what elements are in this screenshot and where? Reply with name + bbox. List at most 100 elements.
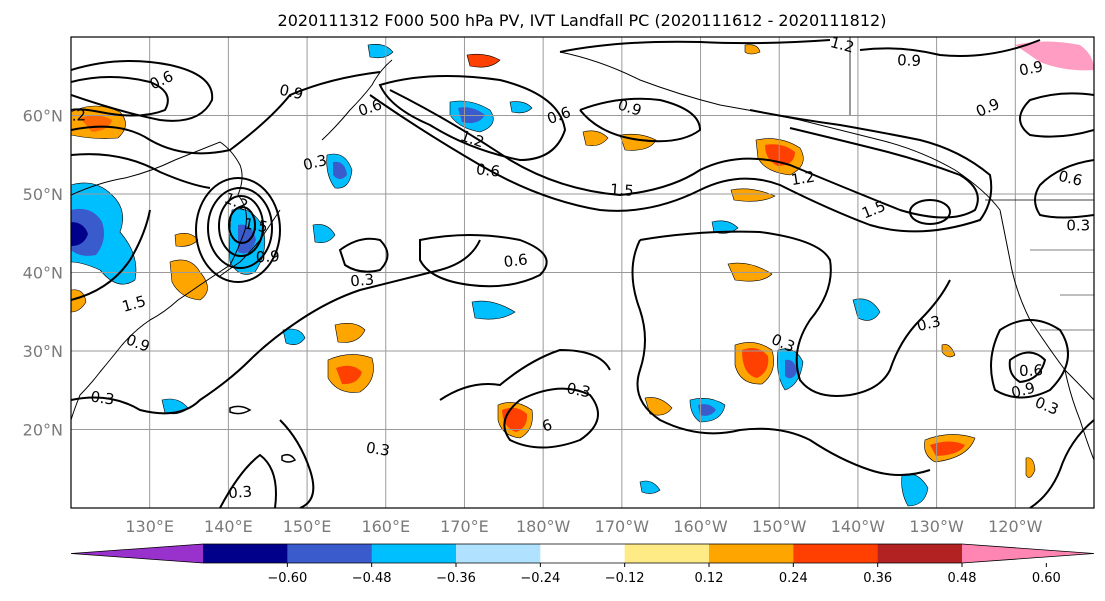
alaska-coast (559, 51, 1001, 211)
pv-contour-line (207, 187, 273, 269)
ivt-patch-negative (71, 222, 88, 246)
pv-contour-label: 0.3 (365, 438, 391, 460)
ivt-patch-negative (333, 161, 347, 179)
pv-contour-label: 0.6 (1057, 167, 1084, 190)
border-line (1030, 249, 1094, 331)
pv-contour-line (559, 39, 831, 53)
pv-contour-line (279, 419, 315, 508)
pv-contour-line (419, 234, 548, 288)
lon-tick-label: 180°W (516, 517, 571, 536)
pv-contour-label: 0.9 (897, 51, 921, 70)
colorbar-tick-label: −0.36 (436, 571, 476, 586)
pv-contour-label: 0.6 (475, 160, 501, 180)
coastlines (71, 37, 1094, 461)
chart-title: 2020111312 F000 500 hPa PV, IVT Landfall… (278, 11, 887, 30)
colorbar-segment (877, 544, 963, 563)
pv-contour-line (228, 206, 256, 244)
ivt-patch-negative (471, 300, 516, 320)
lon-tick-label: 140°E (204, 517, 253, 536)
pv-contour-line (579, 97, 702, 143)
ivt-patch-positive (174, 233, 199, 247)
pv-contour-label: 0.9 (1009, 378, 1037, 402)
pv-contour-line (71, 209, 151, 301)
pv-contour-label: 0.3 (228, 482, 253, 502)
pv-contour-label: 0.3 (89, 388, 115, 409)
colorbar-segment (203, 544, 288, 563)
pv-contour-line (71, 71, 381, 155)
pv-contour-line (1008, 351, 1047, 384)
colorbar-extend-max (962, 544, 1094, 563)
ivt-filled-contours (71, 41, 1094, 507)
pv-contour-line (1034, 159, 1094, 219)
pv-contour-line (378, 75, 567, 162)
ivt-patch-positive (169, 259, 208, 301)
lon-tick-label: 130°E (125, 517, 174, 536)
colorbar-segment (287, 544, 373, 563)
ivt-patch-negative (367, 44, 394, 59)
pv-contour-line (195, 177, 281, 283)
pv-contour-label: 0.9 (1018, 57, 1045, 79)
lon-tick-label: 130°W (909, 517, 964, 536)
ivt-patch-positive (1015, 41, 1094, 71)
lon-tick-label: 120°W (988, 517, 1043, 536)
ivt-patch-negative (282, 328, 306, 345)
pv-contour-label: 0.6 (1019, 361, 1043, 380)
pv-contour-line (229, 405, 252, 415)
colorbar-segment (624, 544, 710, 563)
pv-contour-line (439, 348, 611, 401)
ivt-patch-positive (744, 44, 761, 55)
pv-contour-line (71, 153, 211, 189)
pv-contour-label: 0.3 (301, 151, 329, 174)
lat-tick-label: 40°N (23, 264, 63, 283)
pv-contour-label: 1.5 (609, 180, 634, 200)
pv-contour-line (859, 39, 1041, 57)
lon-tick-label: 140°W (831, 517, 886, 536)
pv-contour-label: 0.3 (1066, 216, 1090, 234)
pv-contour-label: 0.3 (349, 270, 374, 290)
pv-contour-line (503, 387, 599, 449)
pv-contour-label: 1.2 (790, 168, 816, 190)
colorbar-segment (709, 544, 794, 563)
pv-contour-line (281, 453, 297, 463)
ivt-patch-negative (852, 298, 881, 321)
ivt-patch-negative (509, 101, 533, 114)
pv-contour-line (71, 60, 214, 122)
colorbar-segment (371, 544, 457, 563)
pv-contour-line (639, 230, 951, 397)
lon-tick-label: 160°W (673, 517, 728, 536)
ivt-patch-positive (336, 365, 362, 385)
lat-tick-label: 20°N (23, 421, 63, 440)
ivt-patch-negative (312, 224, 336, 243)
ivt-patch-positive (1025, 457, 1036, 478)
lon-tick-label: 170°W (595, 517, 650, 536)
map-frame (70, 36, 1095, 509)
pv-contour-label: .2 (72, 106, 87, 124)
lon-tick-label: 170°E (440, 517, 489, 536)
pv-contour-label: 0.9 (278, 81, 305, 104)
pv-contour-line (1029, 419, 1094, 508)
asia-coast (71, 141, 247, 421)
pv-contour-labels: 0.6 0.9.20.31.21.50.91.50.90.30.30.61.20.… (72, 37, 1091, 502)
mexico-coast (1064, 369, 1094, 461)
ivt-patch-negative (639, 480, 661, 494)
colorbar-segment (456, 544, 541, 563)
lon-tick-label: 160°E (361, 517, 410, 536)
colorbar-tick-label: −0.12 (605, 571, 645, 586)
pv-contour-label: 0.3 (915, 312, 942, 335)
pv-contour-line (389, 89, 979, 219)
pv-contour-line (338, 237, 389, 273)
latitude-labels: 60°N 50°N 40°N 30°N 20°N (23, 107, 63, 440)
colorbar-extend-min (71, 544, 203, 563)
ivt-patch-negative (238, 224, 256, 254)
colorbar-segment (540, 544, 626, 563)
ivt-patch-positive (742, 348, 769, 378)
colorbar-tick-label: 0.24 (779, 571, 808, 586)
lat-tick-label: 60°N (23, 107, 63, 126)
ivt-patch-positive (71, 289, 87, 313)
colorbar: −0.60 −0.48 −0.36 −0.24 −0.12 0.12 0.24 0.36 0.4… (70, 543, 1095, 586)
lat-tick-label: 50°N (23, 185, 63, 204)
pv-contour-label: 0.6 (503, 250, 529, 271)
ivt-patch-negative (698, 404, 716, 416)
colorbar-tick-label: 0.48 (948, 571, 977, 586)
